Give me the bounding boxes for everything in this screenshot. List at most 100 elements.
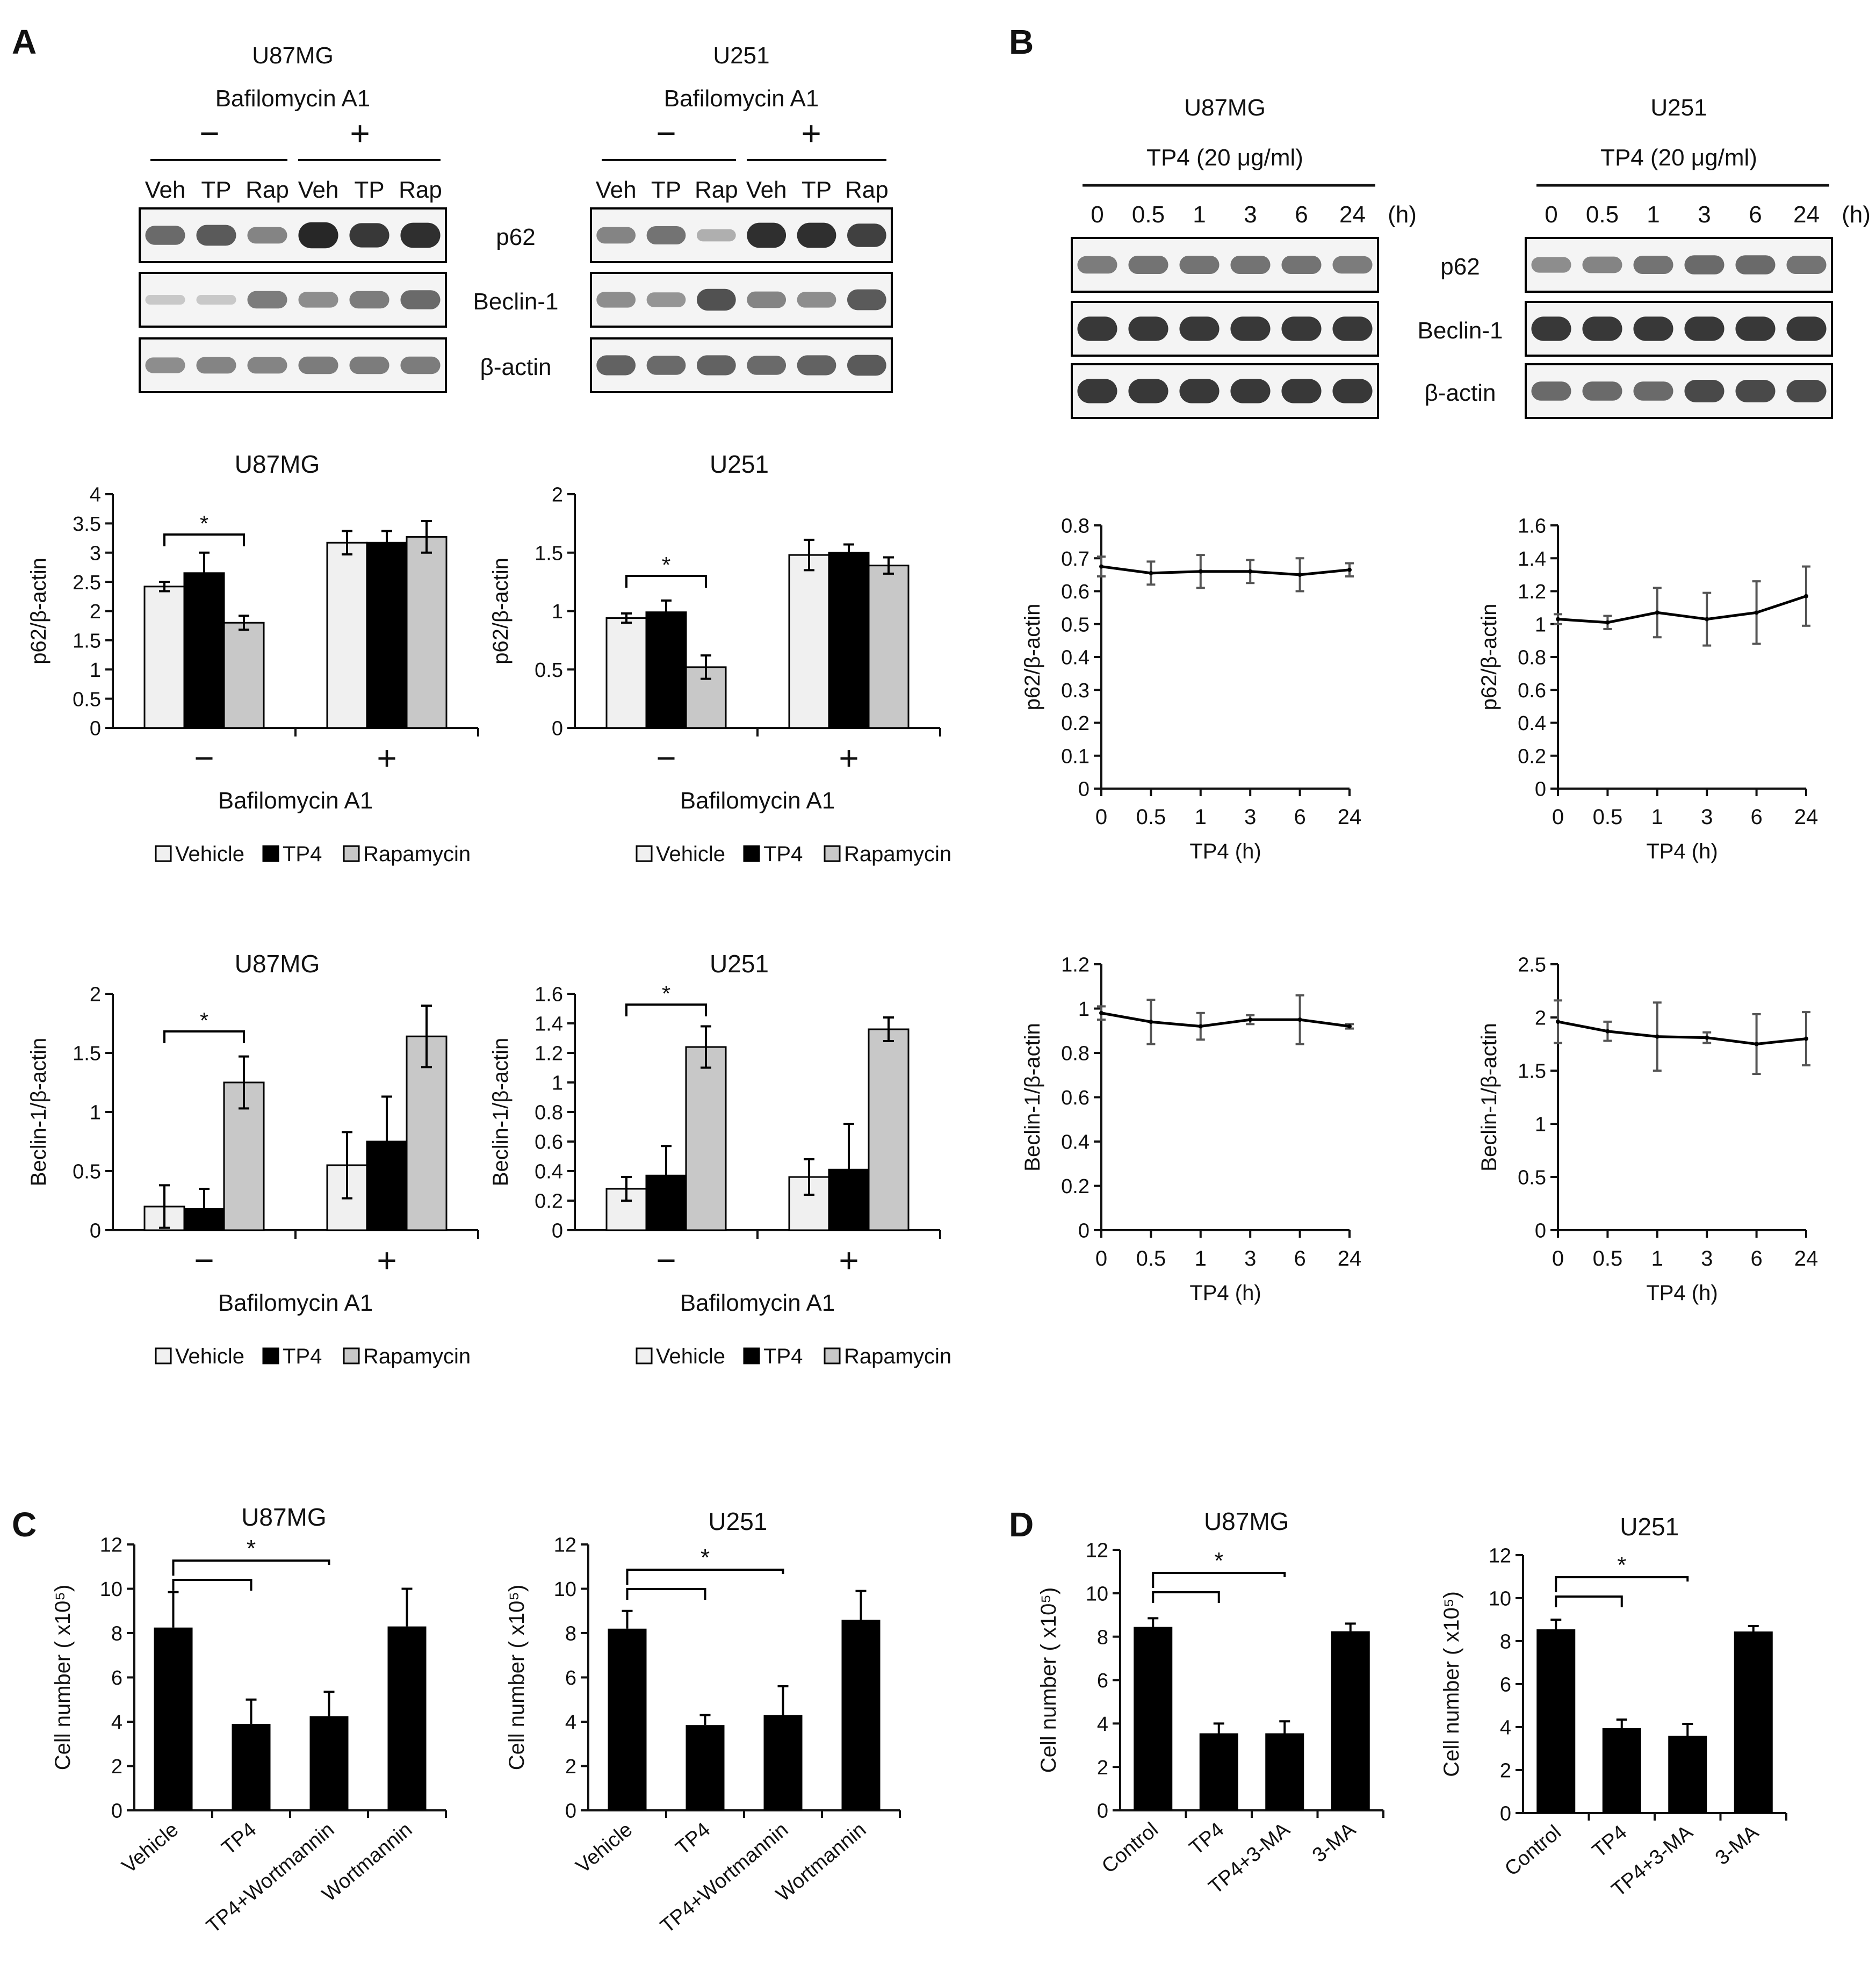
x-category-label: TP4 <box>672 1818 715 1860</box>
data-point <box>1754 610 1759 615</box>
blot-b-strip-band <box>1582 316 1622 341</box>
blot-b-strip-band <box>1332 379 1373 403</box>
bar <box>309 1716 349 1810</box>
y-tick-label: 8 <box>111 1623 122 1645</box>
x-category-label: TP4+Wortmannin <box>203 1818 339 1938</box>
y-tick-label: 10 <box>554 1578 576 1601</box>
blot-b-strip-band <box>1128 256 1168 274</box>
blot-b-strip-frame <box>1525 363 1833 419</box>
y-tick-label: 6 <box>111 1667 122 1689</box>
x-category-label: 3-MA <box>1308 1818 1360 1867</box>
x-tick-label: 0.5 <box>1593 1247 1623 1270</box>
blot-a-strip-band <box>196 295 236 305</box>
y-tick-label: 4 <box>1500 1717 1511 1739</box>
blot-b-unit-label: (h) <box>1842 201 1871 228</box>
y-tick-label: 10 <box>1086 1583 1108 1606</box>
blot-b-strip-band <box>1281 379 1322 403</box>
blot-a-strip-frame <box>139 337 447 393</box>
legend-swatch <box>743 1347 760 1364</box>
blot-b-row-label: β-actin <box>1425 380 1496 406</box>
blot-a-lane-label: Rap <box>399 177 442 203</box>
y-tick-label: 1 <box>552 1072 563 1095</box>
legend-label: Rapamycin <box>844 842 951 866</box>
blot-b-strip-band <box>1735 316 1776 341</box>
bar-tp4 <box>183 572 225 729</box>
bar <box>387 1626 427 1810</box>
y-tick-label: 1.2 <box>535 1043 563 1065</box>
bar-vehicle <box>605 617 647 729</box>
blot-b-cell-label: U87MG <box>1184 95 1266 121</box>
blot-a-lane-label: TP <box>802 177 832 203</box>
chart-title: U87MG <box>235 950 320 978</box>
significance-bracket <box>625 1003 707 1016</box>
significance-bracket <box>626 1588 706 1600</box>
blot-a-strip-band <box>797 355 836 376</box>
y-tick-label: 1 <box>552 601 563 623</box>
x-tick-label: 6 <box>1294 805 1305 829</box>
significance-star: * <box>200 1008 208 1033</box>
significance-star: * <box>662 981 670 1006</box>
y-tick-label: 0 <box>1097 1800 1108 1823</box>
blot-a-strip-band <box>196 357 236 374</box>
blot-a-strip-band <box>646 226 686 244</box>
x-category-label: TP4 <box>1185 1818 1228 1860</box>
blot-b-strip-band <box>1582 256 1622 273</box>
blot-b-lane-label: 0.5 <box>1132 201 1165 228</box>
significance-bracket <box>1555 1595 1623 1607</box>
bar-rapamycin <box>406 536 448 729</box>
x-axis-label: TP4 (h) <box>1646 840 1718 863</box>
y-tick-label: 1.4 <box>535 1013 563 1036</box>
legend-swatch <box>636 845 653 862</box>
blot-a-strip-frame <box>139 272 447 328</box>
blot-b-strip-band <box>1735 255 1776 275</box>
bar-rapamycin <box>685 1046 727 1231</box>
blot-b-strip <box>1525 301 1833 357</box>
y-tick-label: 0.4 <box>1518 712 1546 735</box>
blot-a-treatment-label: Bafilomycin A1 <box>664 85 819 112</box>
blot-a-row-label: p62 <box>496 224 535 250</box>
y-tick-label: 12 <box>554 1534 576 1557</box>
blot-a-cell-label: U87MG <box>252 42 334 69</box>
x-tick-label: 6 <box>1750 1247 1762 1270</box>
series-line <box>1101 1012 1350 1028</box>
y-tick-label: 2 <box>552 484 563 507</box>
data-point <box>1297 1017 1302 1022</box>
blot-a-strip-band <box>247 291 287 309</box>
significance-star: * <box>662 552 670 577</box>
blot-a-row-label: β-actin <box>480 354 552 380</box>
blot-a-strip-band <box>298 356 338 374</box>
y-tick-label: 3.5 <box>73 513 101 536</box>
chart-title: U87MG <box>235 450 320 478</box>
bar-vehicle <box>788 554 830 729</box>
y-tick-label: 2.5 <box>73 572 101 594</box>
y-tick-label: 0 <box>1500 1803 1511 1825</box>
blot-a-lane-label: Veh <box>145 177 186 203</box>
bar <box>232 1724 271 1810</box>
blot-a-strip-band <box>847 289 886 311</box>
x-tick-label: 6 <box>1294 1247 1305 1270</box>
blot-a-minus-sign: − <box>656 114 676 153</box>
blot-b-strip-frame <box>1071 237 1379 293</box>
chart-title: U251 <box>708 1507 767 1535</box>
legend-swatch <box>155 1347 172 1364</box>
blot-b-strip-frame <box>1525 237 1833 293</box>
blot-b-strip-band <box>1531 381 1571 401</box>
x-category-label: − <box>656 1241 676 1280</box>
x-tick-label: 24 <box>1338 1247 1362 1270</box>
data-point <box>1804 1036 1808 1041</box>
blot-a-plus-sign: + <box>801 114 821 153</box>
blot-a-strip-band <box>349 291 389 309</box>
legend-swatch <box>636 1347 653 1364</box>
y-tick-label: 0 <box>1078 1220 1089 1243</box>
legend-swatch <box>743 845 760 862</box>
y-tick-label: 0.8 <box>1518 647 1546 669</box>
blot-a-minus-sign: − <box>199 114 219 153</box>
x-tick-label: 0 <box>1552 1247 1564 1270</box>
x-axis-label: Bafilomycin A1 <box>218 788 373 814</box>
bar <box>154 1627 193 1810</box>
blot-a-strip-band <box>646 292 686 307</box>
blot-b-strip-band <box>1531 316 1571 341</box>
y-tick-label: 0 <box>565 1800 576 1823</box>
blot-b-strip-band <box>1531 257 1571 273</box>
y-tick-label: 0.4 <box>1061 1131 1089 1154</box>
